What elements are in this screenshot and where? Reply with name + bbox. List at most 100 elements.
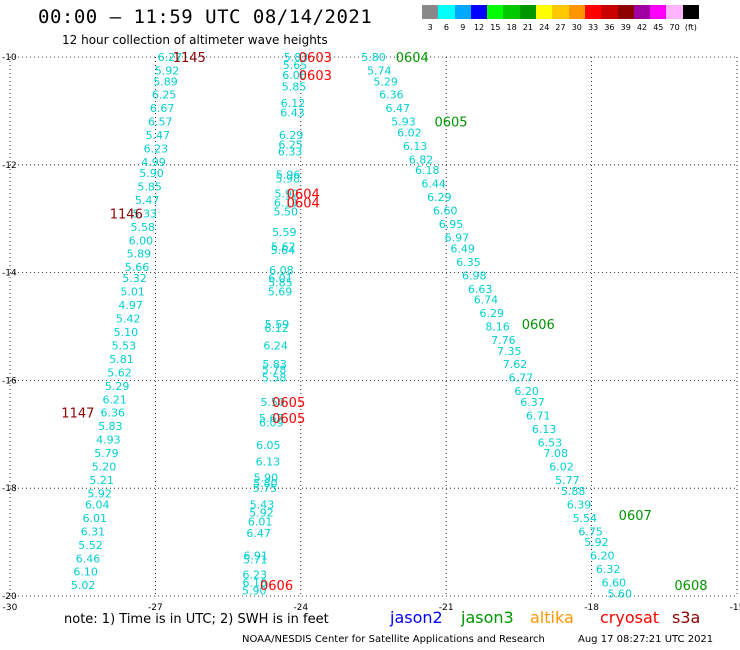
wave-height-value: 6.75 [578,525,603,538]
pass-time-label: 0605 [272,396,305,411]
wave-height-value: 5.53 [112,339,137,352]
pass-time-label: 0603 [299,51,332,66]
wave-height-value: 5.71 [243,553,268,566]
legend-label: 70 [669,23,680,32]
satellite-cryosat: cryosat [600,608,660,627]
wave-height-value: 6.21 [102,393,127,406]
wave-height-value: 5.64 [271,244,296,257]
legend-label: 24 [539,23,550,32]
wave-height-value: 5.98 [275,172,300,185]
legend-color-box [487,5,504,19]
wave-height-value: 5.21 [89,474,114,487]
wave-height-value: 5.65 [283,59,308,72]
pass-time-label: 1147 [61,407,94,422]
legend-color-box [552,5,569,19]
legend-swatch: 42 [633,5,651,32]
generation-timestamp: Aug 17 08:27:21 UTC 2021 [578,634,714,645]
pass-time-label: 0604 [287,187,320,202]
wave-height-value: 6.60 [602,577,627,590]
wave-height-value: 6.74 [474,294,499,307]
wave-height-value: 6.29 [427,191,452,204]
wave-height-value: 7.62 [503,358,528,371]
wave-height-value: 6.67 [150,102,175,115]
wave-height-value: 5.92 [87,488,112,501]
wave-height-value: 6.12 [281,97,306,110]
wave-height-value: 7.35 [497,345,522,358]
footnote: note: 1) Time is in UTC; 2) SWH is in fe… [64,612,329,627]
legend-color-box [568,5,585,19]
legend-swatch: 30 [568,5,585,32]
wave-height-value: 5.85 [137,180,162,193]
wave-height-value: 5.81 [109,353,134,366]
wave-height-value: 6.00 [129,234,154,247]
wave-height-value: 6.98 [462,269,487,282]
wave-height-value: 6.47 [385,102,410,115]
wave-height-value: 6.04 [85,498,110,511]
pass-time-label: 0608 [674,579,707,594]
wave-height-value: 5.43 [250,498,275,511]
wave-height-value: 5.89 [153,75,178,88]
legend-swatch: (ft) [682,5,700,32]
wave-height-value: 6.36 [379,89,404,102]
wave-height-value: 5.01 [120,285,145,298]
wave-height-value: 6.20 [514,385,539,398]
x-tick-label: -18 [584,603,599,613]
wave-height-value: 6.05 [256,439,281,452]
wave-height-value: 6.71 [526,409,551,422]
wave-height-value: 7.08 [543,447,568,460]
wave-height-value: 6.24 [263,339,288,352]
wave-height-value: 5.90 [139,167,164,180]
wave-height-value: 5.74 [367,64,392,77]
wave-height-value: 5.85 [282,81,307,94]
wave-height-value: 5.90 [254,471,279,484]
wave-height-value: 6.39 [567,498,592,511]
wave-height-value: 5.83 [98,420,123,433]
wave-height-value: 6.57 [148,116,173,129]
wave-height-value: 6.25 [278,138,303,151]
wave-height-value: 5.32 [122,272,147,285]
wave-height-value: 6.01 [83,512,108,525]
pass-time-label: 0604 [396,51,429,66]
wave-height-value: 6.43 [280,107,305,120]
legend-swatch: 18 [503,5,520,32]
pass-time-label: 0604 [287,197,320,212]
wave-height-value: 5.52 [78,539,103,552]
legend-label: 21 [522,23,534,32]
wave-height-value: 6.06 [282,69,307,82]
credit-line: NOAA/NESDIS Center for Satellite Applica… [242,634,545,645]
color-scale-legend: 3 6 9 12 15 18 21 24 27 30 33 36 39 42 45 70 (ft) [422,5,700,32]
wave-height-value: 5.75 [253,482,278,495]
wave-height-value: 5.69 [268,285,293,298]
legend-swatch: 39 [617,5,634,32]
wave-height-value: 5.92 [155,64,180,77]
wave-height-value: 6.25 [152,89,177,102]
wave-height-value: 6.44 [421,178,446,191]
wave-height-value: 5.58 [262,372,287,385]
legend-label: 30 [571,23,582,32]
wave-height-value: 5.54 [573,512,598,525]
wave-height-value: 6.27 [158,51,183,64]
wave-height-value: 5.59 [272,226,297,239]
wave-height-value: 5.92 [274,187,299,200]
legend-swatch: 12 [470,5,488,32]
wave-height-value: 6.16 [243,577,268,590]
legend-swatch: 6 [438,5,455,32]
wave-height-value: 6.12 [264,322,289,335]
pass-time-label: 0607 [619,509,652,524]
pass-time-label: 0606 [522,318,555,333]
wave-height-value: 6.53 [538,436,563,449]
legend-color-box [422,5,439,19]
pass-time-label: 1146 [110,207,143,222]
wave-height-value: 6.09 [259,416,284,429]
legend-color-box [601,5,618,19]
wave-height-value: 5.88 [561,485,586,498]
pass-time-label: 1145 [173,51,206,66]
wave-height-value: 5.93 [391,116,416,129]
wave-height-value: 6.13 [403,140,428,153]
pass-time-label: 0605 [434,116,467,131]
wave-height-value: 6.10 [73,566,98,579]
wave-height-value: 6.33 [278,145,303,158]
legend-label: 18 [506,23,517,32]
legend-swatch: 3 [422,5,439,32]
wave-height-value: 6.97 [445,232,470,245]
